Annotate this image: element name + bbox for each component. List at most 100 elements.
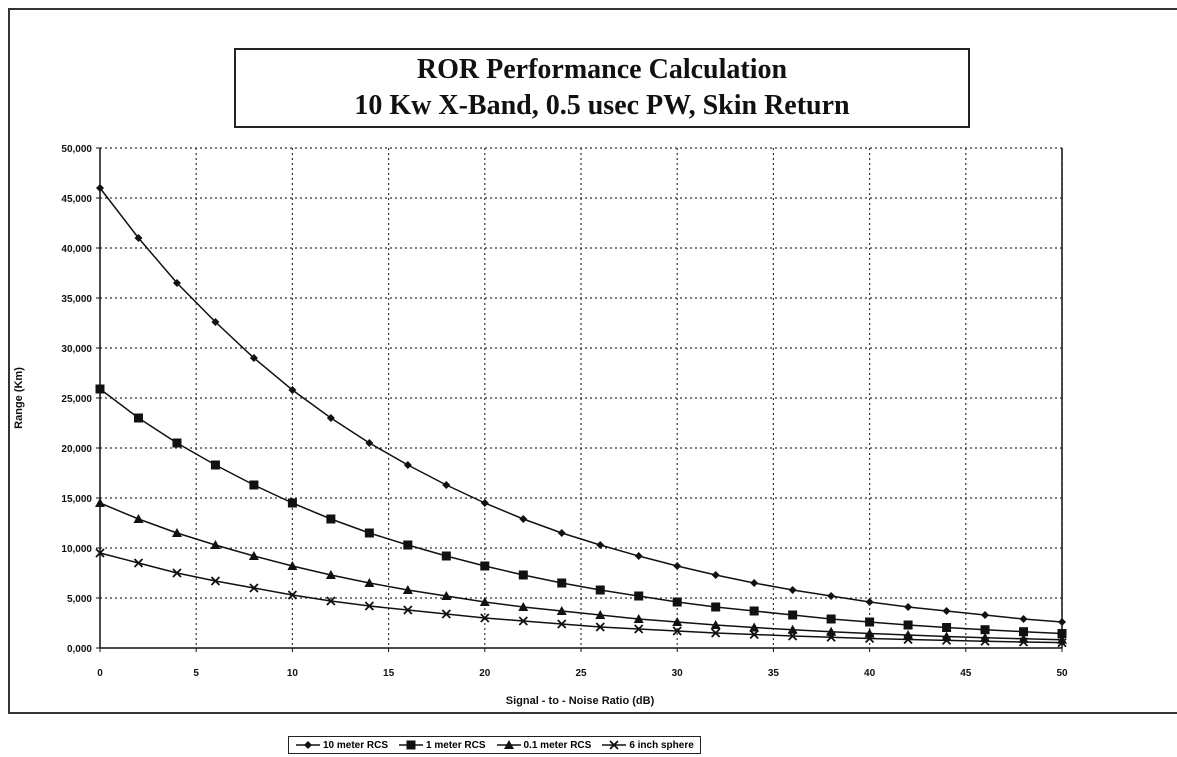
data-point bbox=[941, 635, 952, 646]
marker-stroke bbox=[634, 624, 644, 634]
data-point bbox=[1057, 634, 1067, 644]
x-tick-label: 50 bbox=[1056, 668, 1068, 679]
data-point bbox=[672, 626, 682, 636]
data-point bbox=[634, 552, 643, 560]
legend-item: 10 meter RCS bbox=[295, 739, 388, 751]
x-tick-label: 20 bbox=[479, 668, 491, 679]
data-point bbox=[595, 585, 605, 595]
data-point bbox=[980, 625, 990, 635]
data-point bbox=[325, 570, 336, 579]
marker-stroke bbox=[364, 601, 374, 611]
data-point bbox=[865, 617, 875, 627]
data-point bbox=[403, 461, 412, 469]
marker-stroke bbox=[749, 629, 759, 640]
data-point bbox=[249, 480, 259, 490]
data-point bbox=[95, 498, 105, 507]
data-point bbox=[211, 318, 220, 326]
y-tick-label: 30,000 bbox=[61, 344, 92, 355]
y-tick-label: 0,000 bbox=[67, 644, 92, 655]
data-point bbox=[980, 636, 990, 646]
data-point bbox=[133, 558, 144, 568]
marker-stroke bbox=[403, 605, 413, 615]
marker-stroke bbox=[441, 609, 451, 619]
x-tick-label: 0 bbox=[97, 668, 103, 679]
marker-stroke bbox=[249, 583, 259, 593]
data-point bbox=[480, 499, 489, 507]
series-1-meter-rcs bbox=[95, 384, 1067, 638]
data-point bbox=[673, 562, 682, 570]
data-point bbox=[441, 609, 451, 619]
y-tick-label: 35,000 bbox=[61, 294, 92, 305]
chart-frame bbox=[8, 8, 1177, 714]
data-point bbox=[364, 601, 374, 611]
marker-stroke bbox=[326, 596, 336, 606]
data-point bbox=[557, 619, 567, 629]
marker-stroke bbox=[864, 633, 875, 644]
marker-stroke bbox=[609, 740, 619, 750]
data-point bbox=[288, 386, 297, 394]
marker-stroke bbox=[672, 626, 682, 636]
data-point bbox=[171, 528, 182, 537]
x-tick-label: 40 bbox=[864, 668, 876, 679]
data-point bbox=[134, 234, 143, 242]
legend-label: 6 inch sphere bbox=[629, 739, 694, 751]
data-point bbox=[749, 622, 760, 632]
data-point bbox=[326, 596, 336, 606]
series-6-inch-sphere bbox=[95, 548, 1067, 648]
x-tick-label: 30 bbox=[672, 668, 684, 679]
series-line bbox=[99, 552, 1063, 644]
data-point bbox=[750, 579, 759, 587]
data-point bbox=[133, 413, 143, 423]
data-point bbox=[287, 561, 298, 570]
data-point bbox=[634, 591, 644, 601]
data-point bbox=[365, 439, 374, 447]
legend-swatch bbox=[602, 740, 627, 750]
legend: 10 meter RCS 1 meter RCS 0.1 meter RCS 6 in… bbox=[288, 736, 701, 754]
data-point bbox=[864, 633, 875, 644]
y-tick-label: 40,000 bbox=[61, 244, 92, 255]
x-tick-label: 15 bbox=[383, 668, 395, 679]
chart-title-line1: ROR Performance Calculation bbox=[416, 54, 788, 85]
data-point bbox=[287, 498, 297, 508]
data-point bbox=[172, 438, 182, 448]
data-point bbox=[442, 481, 451, 489]
data-point bbox=[556, 606, 567, 615]
data-point bbox=[557, 578, 567, 588]
y-tick-label: 25,000 bbox=[61, 394, 92, 405]
marker-stroke bbox=[480, 613, 490, 623]
data-point bbox=[96, 184, 104, 192]
chart-title-box: ROR Performance Calculation 10 Kw X-Band… bbox=[234, 48, 970, 128]
data-point bbox=[788, 631, 798, 641]
marker-stroke bbox=[287, 590, 298, 600]
data-point bbox=[518, 602, 529, 611]
marker-stroke bbox=[711, 628, 721, 638]
data-point bbox=[402, 585, 413, 594]
data-point bbox=[826, 614, 836, 624]
data-point bbox=[326, 514, 336, 524]
data-point bbox=[441, 591, 452, 600]
data-point bbox=[249, 354, 258, 362]
data-point bbox=[95, 548, 105, 558]
data-point bbox=[749, 629, 759, 640]
data-point bbox=[596, 541, 605, 549]
marker-stroke bbox=[595, 622, 605, 632]
data-point bbox=[711, 602, 721, 612]
grid bbox=[100, 147, 1063, 648]
data-point bbox=[1019, 627, 1029, 637]
data-point bbox=[326, 414, 335, 422]
marker-stroke bbox=[557, 619, 567, 629]
data-point bbox=[595, 622, 605, 632]
data-point bbox=[249, 583, 259, 593]
data-point bbox=[711, 628, 721, 638]
marker-stroke bbox=[1018, 637, 1029, 647]
series-line bbox=[99, 187, 1063, 623]
data-point bbox=[1058, 618, 1066, 626]
marker-stroke bbox=[133, 558, 144, 568]
data-point bbox=[903, 634, 913, 645]
data-point bbox=[903, 620, 913, 630]
y-tick-label: 45,000 bbox=[61, 194, 92, 205]
tick-labels: 0 5 10 15 20 25 30 35 40 45 50 0,000 5,000 10,000 15,0… bbox=[61, 144, 1068, 679]
data-point bbox=[826, 632, 836, 642]
data-point bbox=[633, 614, 644, 623]
